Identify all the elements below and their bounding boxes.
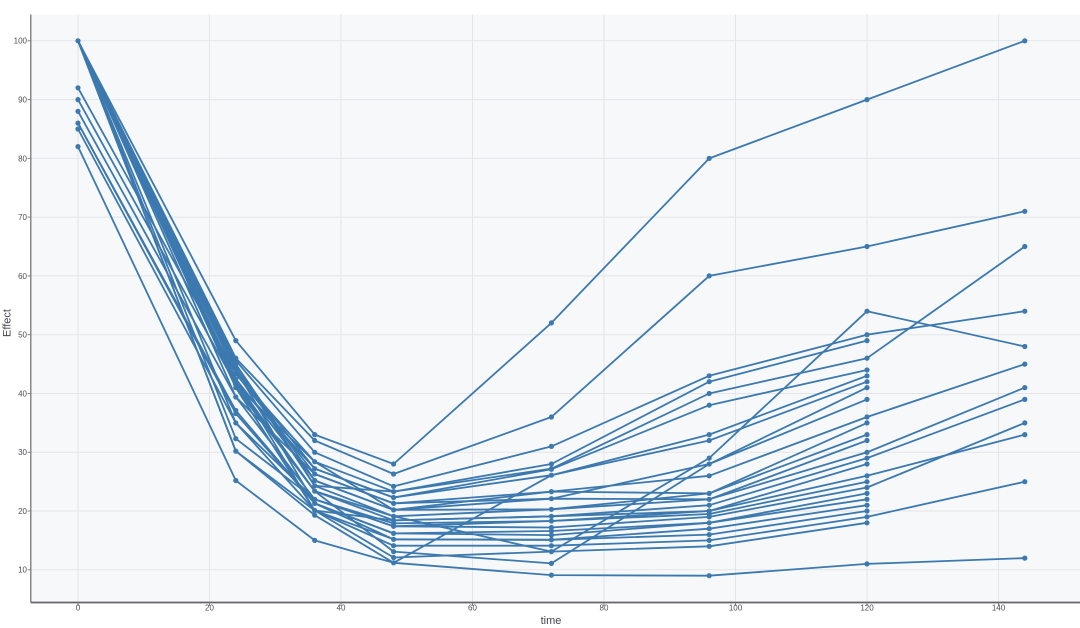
svg-text:20: 20 xyxy=(205,603,214,612)
svg-text:0: 0 xyxy=(76,603,81,612)
svg-text:30: 30 xyxy=(18,448,27,457)
svg-text:Effect: Effect xyxy=(1,309,13,337)
svg-text:100: 100 xyxy=(729,603,743,612)
svg-text:40: 40 xyxy=(337,603,346,612)
svg-text:40: 40 xyxy=(18,389,27,398)
svg-text:140: 140 xyxy=(992,603,1006,612)
svg-text:100: 100 xyxy=(14,37,28,46)
svg-text:80: 80 xyxy=(600,603,609,612)
svg-text:time: time xyxy=(541,615,562,627)
svg-text:60: 60 xyxy=(468,603,477,612)
svg-text:50: 50 xyxy=(18,331,27,340)
svg-text:10: 10 xyxy=(18,566,27,575)
svg-text:80: 80 xyxy=(18,154,27,163)
svg-text:120: 120 xyxy=(860,603,874,612)
svg-text:90: 90 xyxy=(18,96,27,105)
svg-text:70: 70 xyxy=(18,213,27,222)
svg-text:20: 20 xyxy=(18,507,27,516)
svg-text:60: 60 xyxy=(18,272,27,281)
